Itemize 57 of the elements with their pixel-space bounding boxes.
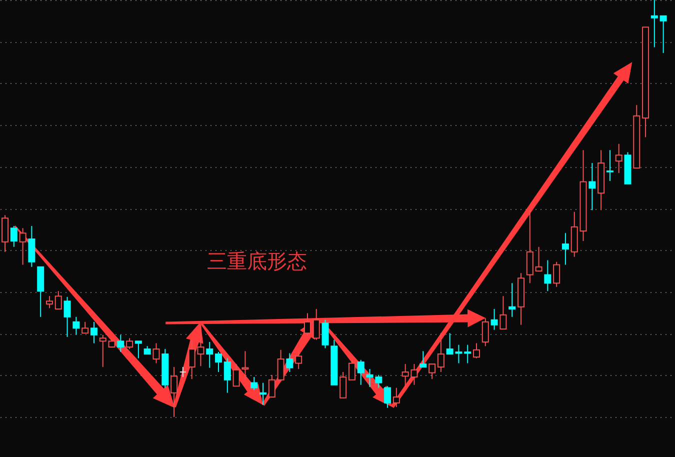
candlestick <box>64 296 71 338</box>
candlestick <box>126 338 134 350</box>
candlestick <box>420 350 427 368</box>
candlestick <box>473 342 480 359</box>
candlestick <box>259 382 266 406</box>
candlestick <box>437 332 444 372</box>
candlestick <box>500 296 507 330</box>
candlestick <box>375 374 382 388</box>
candlestick <box>535 246 542 272</box>
candlestick <box>392 387 400 408</box>
candlestick <box>28 226 36 268</box>
candlestick <box>615 143 622 174</box>
candlestick <box>660 15 667 54</box>
candlestick <box>322 319 329 349</box>
candlestick <box>650 0 658 48</box>
candlestick <box>19 228 26 266</box>
candlestick <box>312 308 320 340</box>
candlestick <box>553 261 560 288</box>
candlestick <box>588 162 596 211</box>
candlestick <box>46 296 53 309</box>
candlestick <box>90 321 98 344</box>
candlestick <box>295 351 302 370</box>
candlestick <box>117 334 124 352</box>
candlestick <box>10 226 18 248</box>
candlestick <box>152 342 160 364</box>
candlestick <box>304 312 311 337</box>
candlestick <box>179 366 186 378</box>
candlestick <box>348 359 356 380</box>
candlestick <box>224 358 231 394</box>
candlestick <box>508 282 516 318</box>
candlestick <box>250 376 258 390</box>
candlestick <box>340 371 347 398</box>
candlestick <box>277 349 284 380</box>
annotation: 三重底形态 <box>207 249 307 273</box>
candlestick <box>99 334 106 368</box>
candlestick <box>428 364 436 380</box>
candlestick <box>606 150 614 182</box>
candlestick <box>232 364 240 387</box>
candlestick <box>170 366 178 418</box>
candlestick <box>526 210 534 284</box>
candlestick <box>242 350 249 380</box>
candlestick <box>82 321 89 334</box>
candlestick <box>268 374 276 398</box>
candlestick <box>286 352 294 372</box>
candlestick <box>54 290 62 310</box>
candlestick <box>544 260 552 292</box>
candlestick <box>490 308 498 330</box>
candlestick <box>384 386 392 408</box>
candlestick <box>366 368 374 388</box>
candlestick <box>482 318 489 347</box>
candlestick <box>215 351 222 372</box>
candlestick <box>357 359 364 386</box>
candlestick <box>464 344 472 364</box>
candlestick <box>562 232 569 266</box>
candlestick <box>72 316 80 336</box>
candlestick <box>206 341 214 368</box>
candlestick <box>134 340 142 359</box>
